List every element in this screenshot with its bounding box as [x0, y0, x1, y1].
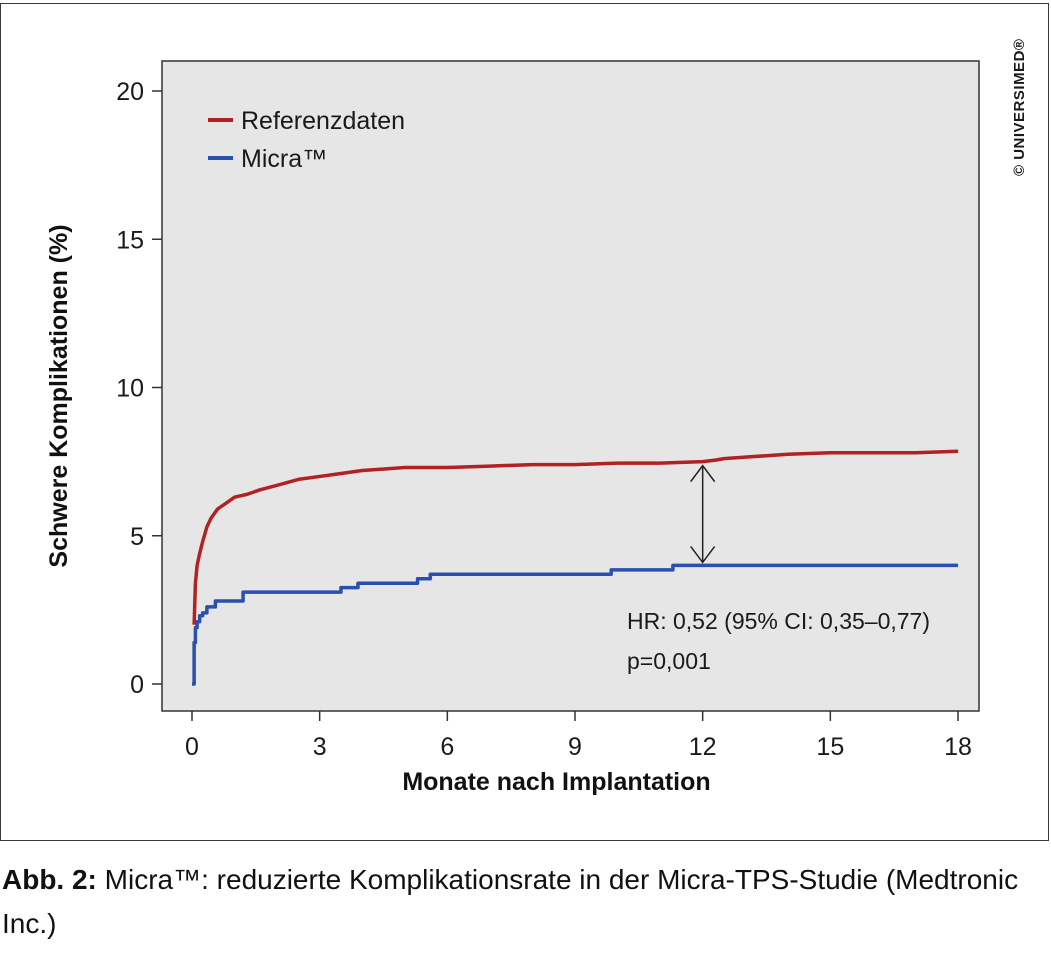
x-tick-label: 18 [944, 733, 972, 761]
x-tick-label: 15 [816, 733, 844, 761]
y-tick-label: 20 [116, 78, 144, 106]
legend: Referenzdaten Micra™ [208, 107, 405, 173]
y-tick-label: 5 [130, 523, 144, 551]
figure-caption: Abb. 2: Micra™: reduzierte Komplikations… [2, 858, 1042, 946]
difference-arrow-head-up [690, 464, 716, 483]
x-axis-title: Monate nach Implantation [402, 768, 710, 796]
y-axis-title: Schwere Komplikationen (%) [45, 224, 73, 567]
y-axis: 0 5 10 15 20 [116, 78, 162, 699]
x-axis: 0 3 6 9 12 15 18 [185, 711, 972, 761]
x-tick-label: 0 [185, 733, 199, 761]
legend-label-2: Micra™ [241, 145, 327, 173]
y-tick-label: 15 [116, 226, 144, 254]
series-line-1 [192, 449, 959, 625]
caption-label: Abb. 2: [2, 864, 97, 895]
copyright-notice: © UNIVERSIMED® [1011, 39, 1028, 176]
chart: 0 5 10 15 20 0 3 6 9 12 15 18 HR: 0,52 (95% CI: 0,… [45, 39, 1028, 796]
series-layer [192, 449, 959, 686]
hazard-ratio-annotation: HR: 0,52 (95% CI: 0,35–0,77) [627, 608, 930, 634]
x-tick-label: 3 [313, 733, 327, 761]
y-tick-label: 0 [130, 671, 144, 699]
series-line-2 [192, 563, 958, 686]
x-tick-label: 9 [568, 733, 582, 761]
plot-area [161, 60, 980, 712]
legend-label-1: Referenzdaten [241, 107, 405, 135]
y-tick-label: 10 [116, 375, 144, 403]
x-tick-label: 12 [689, 733, 717, 761]
difference-arrow-head-down [690, 545, 716, 564]
figure-frame: 0 5 10 15 20 0 3 6 9 12 15 18 HR: 0,52 (95% CI: 0,… [0, 3, 1049, 841]
caption-text: Micra™: reduzierte Komplikationsrate in … [2, 864, 1019, 939]
annotation-layer: HR: 0,52 (95% CI: 0,35–0,77) p=0,001 [627, 464, 930, 674]
p-value-annotation: p=0,001 [627, 648, 711, 674]
x-tick-label: 6 [440, 733, 454, 761]
